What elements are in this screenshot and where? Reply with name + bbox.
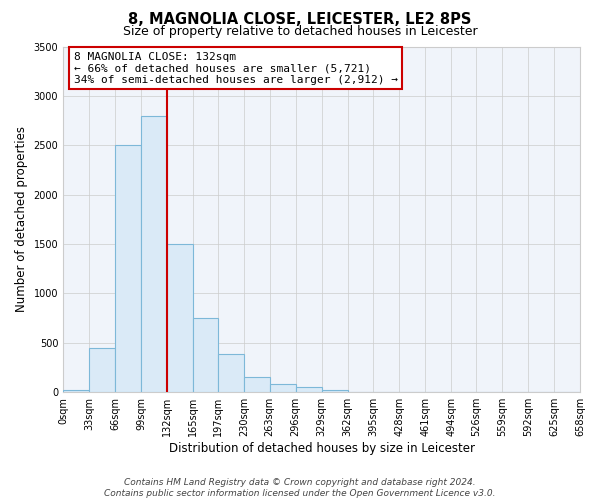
Bar [296,388,322,392]
Bar [322,390,347,392]
Y-axis label: Number of detached properties: Number of detached properties [15,126,28,312]
Text: 8, MAGNOLIA CLOSE, LEICESTER, LE2 8PS: 8, MAGNOLIA CLOSE, LEICESTER, LE2 8PS [128,12,472,28]
Text: 8 MAGNOLIA CLOSE: 132sqm
← 66% of detached houses are smaller (5,721)
34% of sem: 8 MAGNOLIA CLOSE: 132sqm ← 66% of detach… [74,52,398,85]
Bar [270,384,296,392]
Text: Size of property relative to detached houses in Leicester: Size of property relative to detached ho… [122,25,478,38]
Bar [218,354,244,392]
Bar [115,146,141,392]
Bar [89,348,115,392]
Bar [141,116,167,392]
X-axis label: Distribution of detached houses by size in Leicester: Distribution of detached houses by size … [169,442,475,455]
Text: Contains HM Land Registry data © Crown copyright and database right 2024.
Contai: Contains HM Land Registry data © Crown c… [104,478,496,498]
Bar [63,390,89,392]
Bar [167,244,193,392]
Bar [244,378,270,392]
Bar [193,318,218,392]
